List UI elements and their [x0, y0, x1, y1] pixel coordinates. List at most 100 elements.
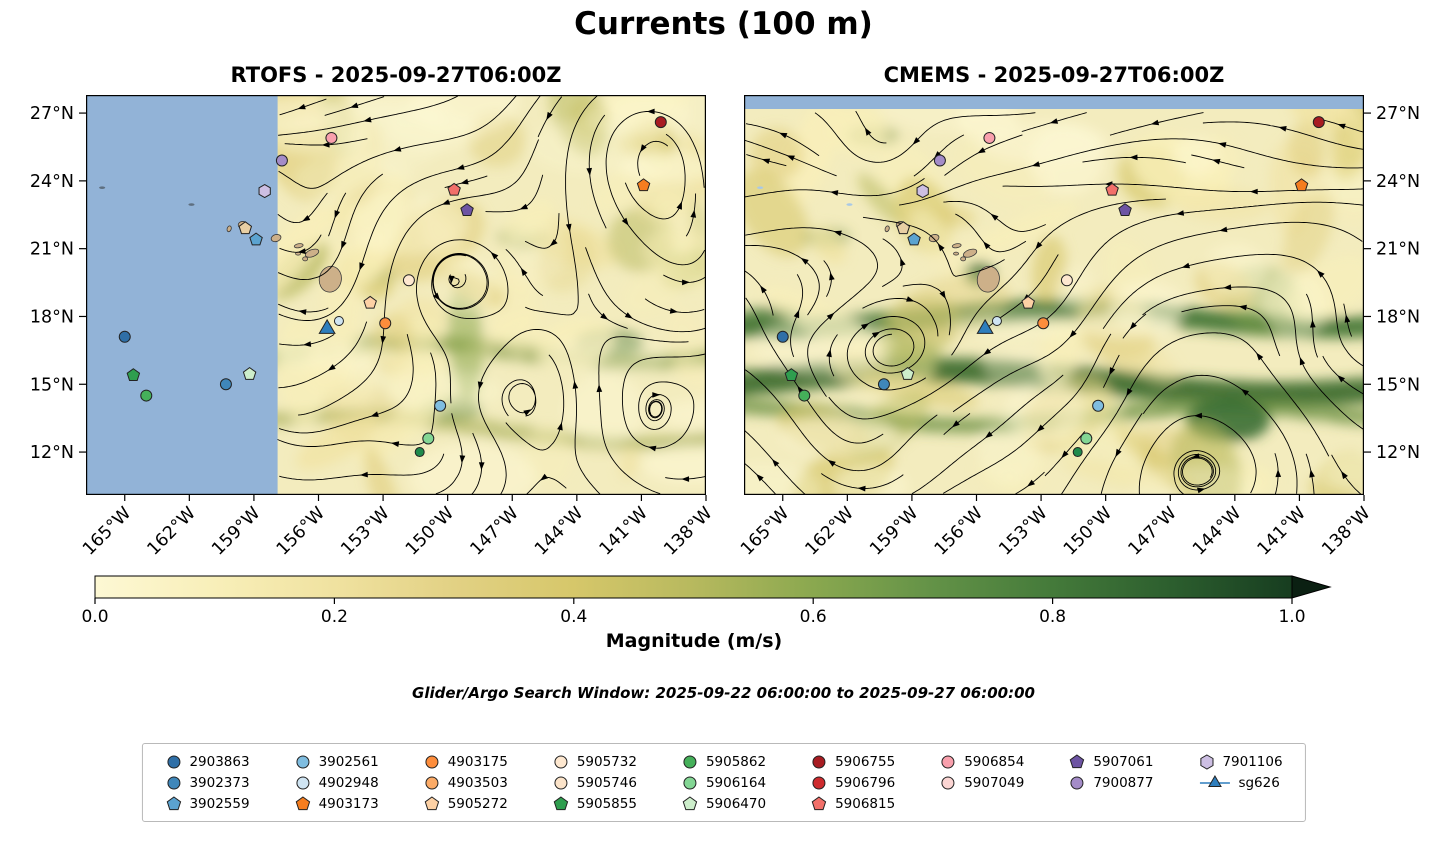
streamline-arrows	[756, 118, 1351, 494]
hexagon-marker-icon	[1199, 753, 1213, 770]
x-tick-label: 147°W	[1125, 503, 1181, 559]
x-tick-label: 156°W	[931, 503, 987, 559]
legend-column: 7901106 sg626	[1197, 753, 1283, 791]
colorbar-bar	[94, 575, 1293, 599]
legend-label: 5906164	[705, 774, 767, 791]
colorbar: 0.0 0.2 0.4 0.6 0.8 1.0	[81, 575, 1332, 627]
platform-marker	[318, 318, 336, 334]
legend-item: 4903503	[423, 774, 508, 791]
legend-label: 5906470	[705, 795, 767, 812]
y-tick-label: 12°N	[1376, 443, 1420, 463]
glider-marker-icon	[1199, 774, 1230, 787]
legend-item: 5905855	[552, 795, 637, 812]
x-tick-label: 159°W	[208, 503, 264, 559]
streamline-arrows	[297, 102, 697, 482]
legend-label: 3902559	[189, 795, 250, 812]
colorbar-extend-arrow	[1291, 575, 1332, 599]
y-tick-label: 27°N	[1376, 104, 1420, 124]
legend-label: 5905862	[705, 753, 767, 770]
legend-item: 7900877	[1068, 774, 1153, 791]
platform-marker	[258, 183, 271, 199]
platform-marker	[907, 232, 921, 246]
pentagon-marker-icon	[424, 795, 439, 810]
y-tick-label: 18°N	[1376, 307, 1420, 327]
legend-label: 3902373	[189, 774, 250, 791]
legend-label: 5906755	[835, 753, 896, 770]
platform-markers	[118, 116, 667, 458]
platform-marker	[991, 315, 1002, 326]
legend-item: 5907061	[1068, 753, 1153, 770]
islet	[846, 203, 853, 206]
legend-column: 3902561 4902948 4903173	[294, 753, 379, 812]
legend-label: 4902948	[318, 774, 379, 791]
platform-marker	[447, 182, 461, 196]
islet	[757, 186, 764, 189]
platform-marker	[1105, 182, 1119, 196]
legend-item: 4902948	[294, 774, 379, 791]
platform-marker	[118, 330, 131, 343]
y-tick-label: 12°N	[30, 443, 74, 463]
circle-marker-icon	[554, 755, 568, 768]
platform-marker	[333, 315, 344, 326]
platform-marker	[896, 221, 911, 235]
pentagon-marker-icon	[682, 795, 698, 810]
x-tick-label: 162°W	[144, 503, 200, 559]
legend-label: sg626	[1238, 774, 1280, 791]
y-tick-label: 15°N	[30, 375, 74, 395]
y-tick-label: 15°N	[1376, 375, 1420, 395]
colorbar-tick-label: 0.0	[81, 607, 108, 627]
legend-label: 5906854	[964, 753, 1025, 770]
circle-marker-icon	[1070, 776, 1084, 789]
legend-label: 5905272	[447, 795, 508, 812]
legend-item: 5905732	[552, 753, 637, 770]
map-svg-rtofs	[86, 95, 706, 495]
circle-marker-icon	[166, 755, 180, 768]
platform-marker	[877, 378, 890, 391]
legend-column: 5905732 5905746 5905855	[552, 753, 637, 812]
no-data-strip	[744, 95, 1364, 109]
circle-marker-icon	[812, 776, 826, 789]
legend-label: 5907049	[964, 774, 1025, 791]
y-tick-label: 24°N	[1376, 172, 1420, 192]
platform-marker	[916, 183, 929, 199]
legend-item: 5906470	[681, 795, 766, 812]
pentagon-marker-icon	[811, 795, 827, 810]
x-tick-label: 156°W	[273, 503, 329, 559]
colorbar-tick-label: 1.0	[1278, 607, 1305, 627]
pentagon-marker-icon	[166, 795, 181, 810]
colorbar-tick-label: 0.4	[560, 607, 587, 627]
legend-item: 5906796	[810, 774, 895, 791]
platform-marker	[460, 203, 474, 217]
panel-title-rtofs: RTOFS - 2025-09-27T06:00Z	[230, 63, 562, 87]
map-panel-rtofs	[86, 95, 706, 495]
platform-marker	[126, 368, 141, 381]
circle-marker-icon	[683, 755, 697, 768]
platform-marker	[1118, 203, 1132, 217]
circle-marker-icon	[425, 755, 439, 768]
platform-marker	[325, 131, 338, 144]
panel-title-cmems: CMEMS - 2025-09-27T06:00Z	[883, 63, 1225, 87]
platform-marker	[275, 154, 288, 167]
y-tick-label: 24°N	[30, 172, 74, 192]
legend-item: 5905862	[681, 753, 766, 770]
legend-item: 4903173	[294, 795, 379, 812]
colorbar-label: Magnitude (m/s)	[605, 630, 783, 652]
circle-marker-icon	[941, 776, 955, 789]
legend-label: 3902561	[318, 753, 379, 770]
search-window-text: Glider/Argo Search Window: 2025-09-22 06…	[412, 684, 1035, 702]
platform-marker	[1072, 447, 1083, 458]
platform-marker	[976, 318, 994, 334]
x-tick-label: 144°W	[531, 503, 587, 559]
panel-border	[86, 95, 706, 495]
platform-marker	[1312, 116, 1325, 129]
x-tick-label: 138°W	[660, 503, 716, 559]
platform-marker	[1060, 274, 1073, 287]
legend-item: 3902559	[164, 795, 250, 812]
circle-marker-icon	[941, 755, 955, 768]
legend-item: 5906815	[810, 795, 895, 812]
platform-marker	[414, 447, 425, 458]
legend-column: 4903175 4903503 5905272	[423, 753, 508, 812]
circle-marker-icon	[554, 776, 568, 789]
legend-item: 3902373	[164, 774, 250, 791]
platform-marker	[363, 295, 377, 309]
